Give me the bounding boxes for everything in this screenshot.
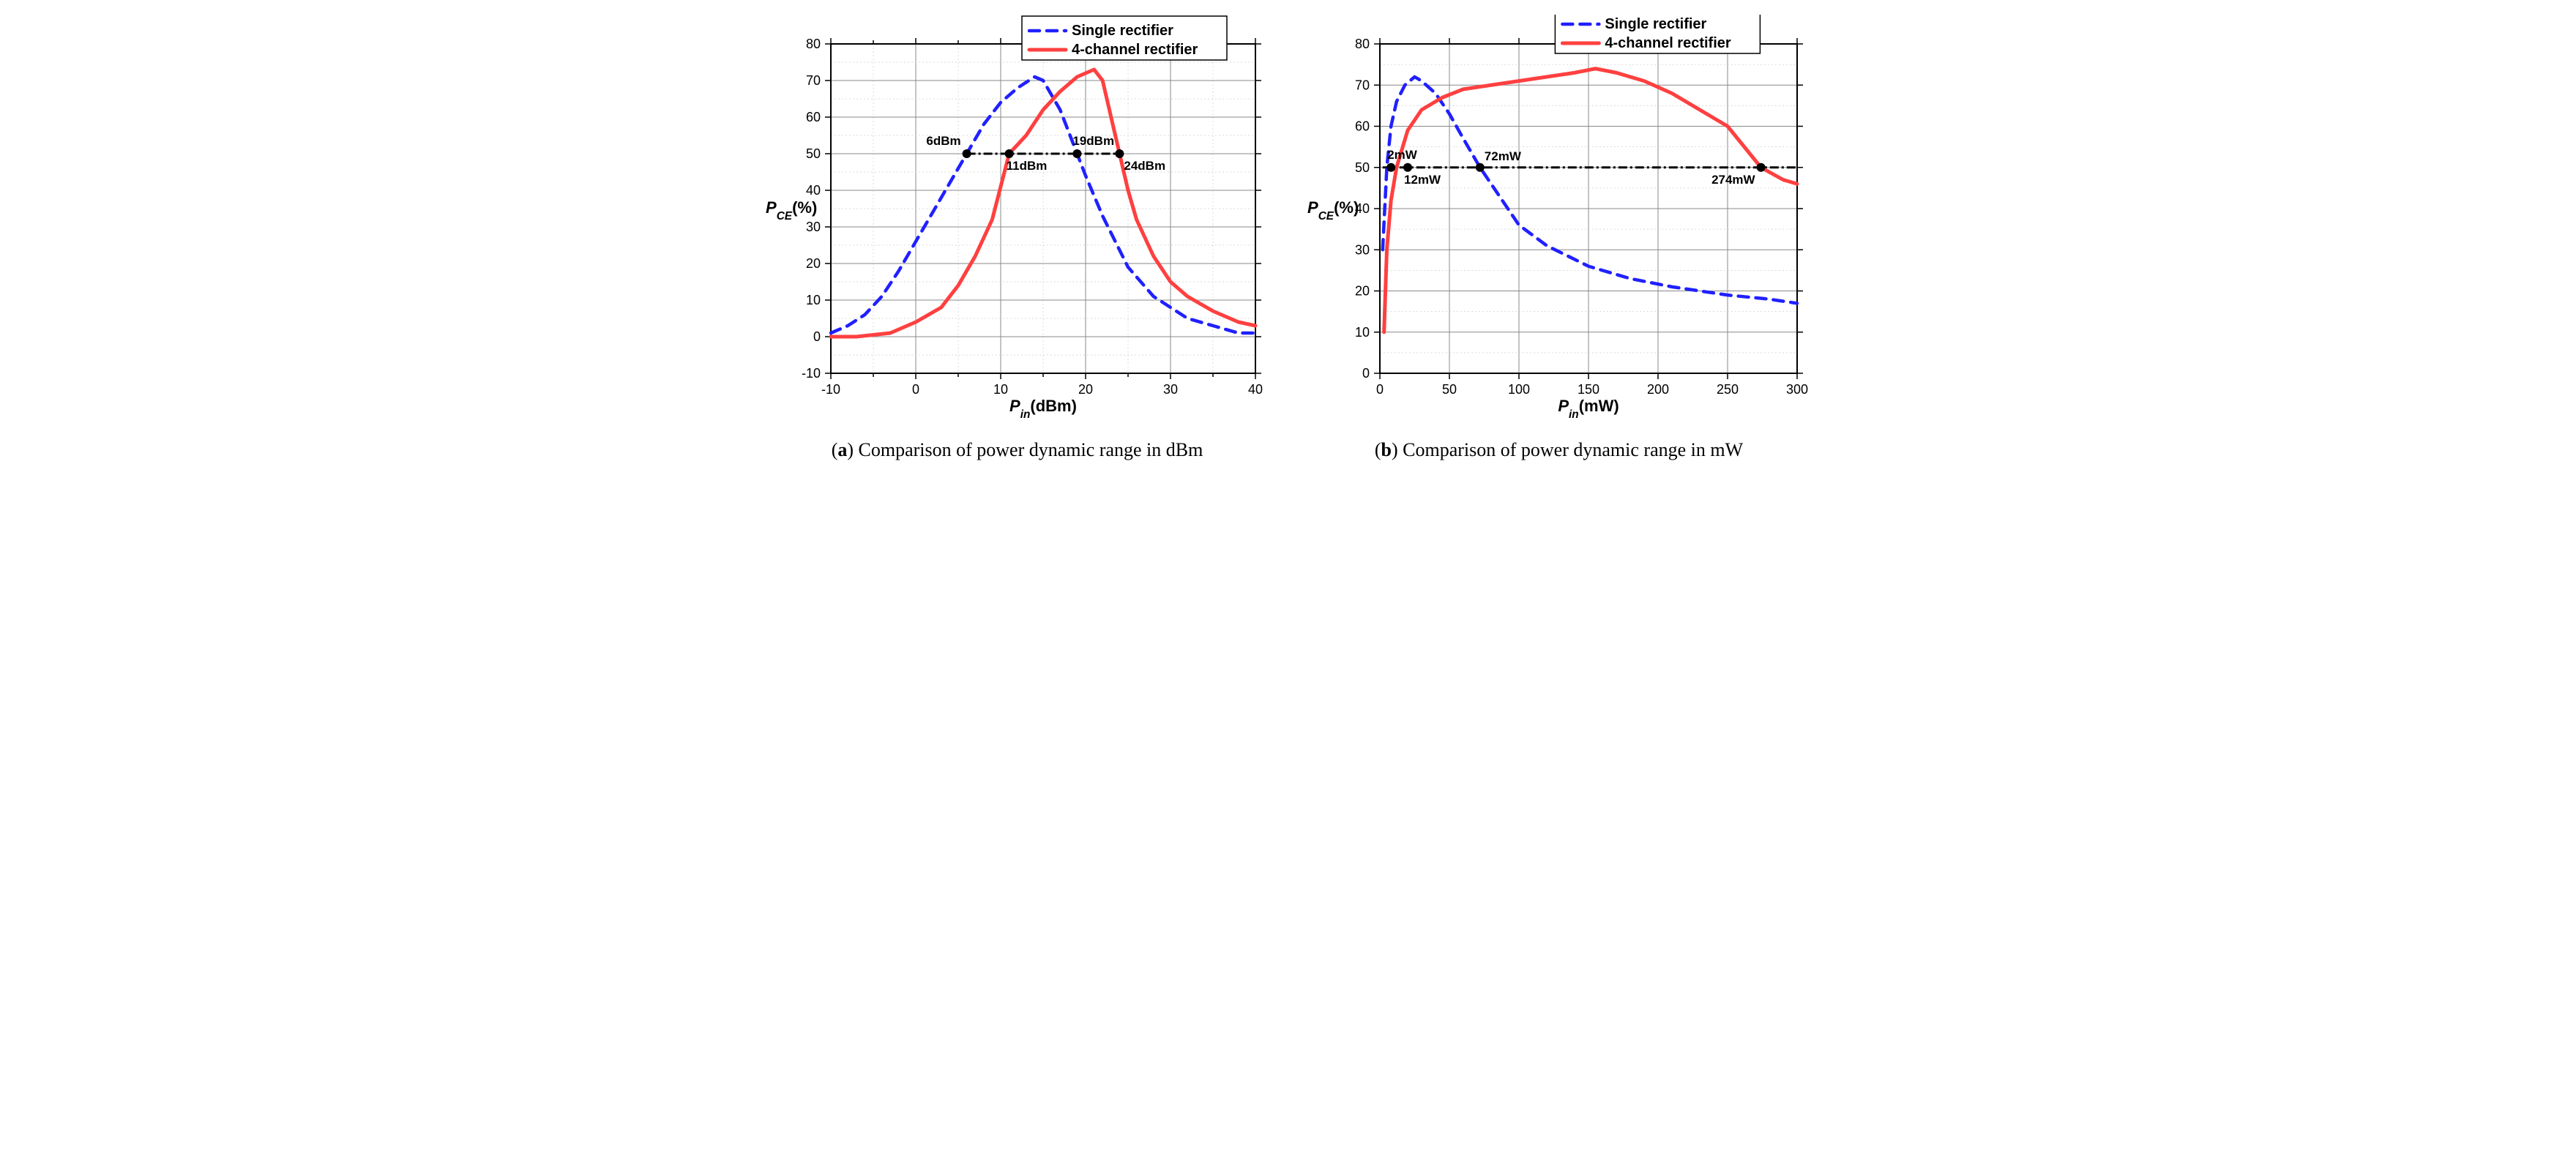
caption-b: (b) Comparison of power dynamic range in… xyxy=(1375,439,1743,461)
chart-panel-b: 05010015020025030001020304050607080Pin(m… xyxy=(1303,15,1815,461)
svg-text:24dBm: 24dBm xyxy=(1124,159,1165,173)
chart-panel-a: -10 0 10 20 30 40 -10 0 10 20 30 40 50 60 70 80 Pin(dBm)… xyxy=(761,15,1274,461)
svg-text:20: 20 xyxy=(1078,382,1092,397)
svg-text:0: 0 xyxy=(813,329,820,344)
svg-text:72mW: 72mW xyxy=(1484,149,1521,163)
caption-a: (a) Comparison of power dynamic range in… xyxy=(832,439,1203,461)
svg-text:40: 40 xyxy=(805,183,820,198)
svg-text:200: 200 xyxy=(1646,382,1668,397)
svg-text:PCE(%): PCE(%) xyxy=(766,198,817,223)
svg-text:10: 10 xyxy=(805,293,820,307)
svg-text:12mW: 12mW xyxy=(1404,173,1441,187)
svg-text:20: 20 xyxy=(805,256,820,271)
svg-text:6dBm: 6dBm xyxy=(926,134,960,148)
svg-text:Pin(mW): Pin(mW) xyxy=(1558,397,1619,421)
svg-text:Single rectifier: Single rectifier xyxy=(1072,23,1173,39)
chart-a-svg: -10 0 10 20 30 40 -10 0 10 20 30 40 50 60 70 80 Pin(dBm)… xyxy=(761,15,1274,425)
svg-text:Single rectifier: Single rectifier xyxy=(1605,16,1706,32)
legend: Single rectifier 4-channel rectifier xyxy=(1555,15,1760,53)
svg-text:4-channel rectifier: 4-channel rectifier xyxy=(1605,35,1731,51)
svg-text:20: 20 xyxy=(1354,284,1369,299)
svg-text:40: 40 xyxy=(1247,382,1262,397)
svg-text:80: 80 xyxy=(805,37,820,51)
chart-container: -10 0 10 20 30 40 -10 0 10 20 30 40 50 60 70 80 Pin(dBm)… xyxy=(15,15,2561,461)
svg-text:80: 80 xyxy=(1354,37,1369,51)
svg-text:4-channel rectifier: 4-channel rectifier xyxy=(1072,42,1198,58)
svg-text:30: 30 xyxy=(1162,382,1177,397)
svg-text:10: 10 xyxy=(1354,325,1369,340)
svg-text:-10: -10 xyxy=(821,382,840,397)
svg-text:70: 70 xyxy=(1354,78,1369,92)
svg-text:50: 50 xyxy=(805,146,820,161)
svg-text:60: 60 xyxy=(805,110,820,124)
svg-text:60: 60 xyxy=(1354,119,1369,134)
svg-text:250: 250 xyxy=(1716,382,1738,397)
svg-text:2mW: 2mW xyxy=(1387,148,1418,162)
svg-text:PCE(%): PCE(%) xyxy=(1307,198,1359,223)
svg-text:-10: -10 xyxy=(801,366,820,381)
svg-text:50: 50 xyxy=(1354,160,1369,175)
svg-text:Pin(dBm): Pin(dBm) xyxy=(1009,397,1077,421)
svg-text:274mW: 274mW xyxy=(1711,173,1755,187)
chart-b-svg: 05010015020025030001020304050607080Pin(m… xyxy=(1303,15,1815,425)
svg-text:30: 30 xyxy=(1354,242,1369,257)
svg-text:100: 100 xyxy=(1507,382,1529,397)
svg-text:11dBm: 11dBm xyxy=(1006,159,1047,173)
svg-text:50: 50 xyxy=(1441,382,1456,397)
legend: Single rectifier 4-channel rectifier xyxy=(1022,16,1227,60)
svg-text:0: 0 xyxy=(1375,382,1383,397)
svg-text:0: 0 xyxy=(911,382,919,397)
svg-text:70: 70 xyxy=(805,73,820,88)
svg-text:10: 10 xyxy=(993,382,1007,397)
svg-text:300: 300 xyxy=(1785,382,1807,397)
svg-text:19dBm: 19dBm xyxy=(1072,134,1114,148)
svg-text:150: 150 xyxy=(1577,382,1599,397)
svg-text:0: 0 xyxy=(1362,366,1369,381)
svg-text:30: 30 xyxy=(805,220,820,234)
